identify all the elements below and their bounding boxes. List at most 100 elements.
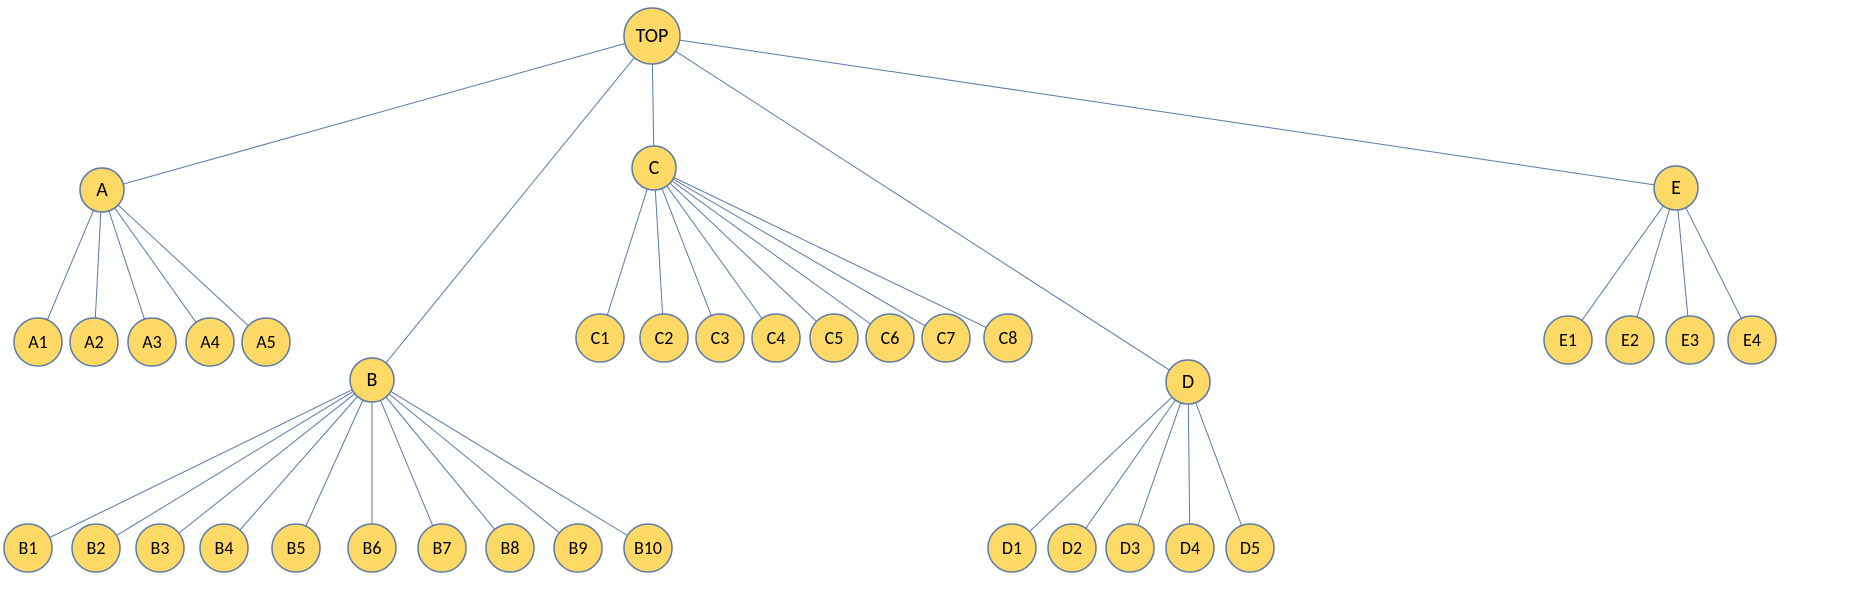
node-B9: B9	[554, 524, 602, 572]
node-label-D2: D2	[1062, 537, 1082, 559]
edge-E-E3	[1678, 210, 1688, 316]
edge-C-C4	[667, 186, 762, 319]
node-C1: C1	[576, 314, 624, 362]
node-TOP: TOP	[624, 8, 680, 64]
edge-C-C8	[674, 178, 987, 328]
edge-A-A5	[118, 205, 248, 326]
node-label-C3: C3	[711, 327, 730, 349]
node-E: E	[1654, 166, 1698, 210]
edge-B-B4	[240, 397, 358, 531]
node-label-B9: B9	[569, 537, 588, 559]
node-D4: D4	[1166, 524, 1214, 572]
node-label-B10: B10	[634, 537, 662, 559]
node-label-C7: C7	[937, 327, 956, 349]
node-C4: C4	[752, 314, 800, 362]
node-B6: B6	[348, 524, 396, 572]
node-B3: B3	[136, 524, 184, 572]
node-B7: B7	[418, 524, 466, 572]
node-B2: B2	[72, 524, 120, 572]
node-C5: C5	[810, 314, 858, 362]
edge-B-B8	[386, 397, 495, 530]
node-label-B8: B8	[501, 537, 520, 559]
node-D5: D5	[1226, 524, 1274, 572]
edge-A-A2	[95, 212, 101, 318]
edge-B-B10	[391, 391, 628, 535]
node-B4: B4	[200, 524, 248, 572]
node-label-C: C	[649, 156, 660, 180]
node-D2: D2	[1048, 524, 1096, 572]
node-label-C2: C2	[655, 327, 674, 349]
edge-D-D2	[1086, 400, 1176, 528]
edge-D-D3	[1138, 403, 1181, 526]
edge-TOP-D	[676, 51, 1170, 370]
node-A: A	[80, 168, 124, 212]
edge-C-C5	[670, 183, 817, 321]
node-D1: D1	[988, 524, 1036, 572]
node-C6: C6	[866, 314, 914, 362]
node-label-D: D	[1182, 370, 1194, 394]
edge-C-C2	[655, 190, 662, 314]
edge-C-C3	[662, 189, 711, 316]
node-label-B: B	[367, 368, 378, 392]
edge-D-D4	[1188, 404, 1189, 524]
node-label-E2: E2	[1621, 329, 1639, 351]
edge-B-B7	[381, 400, 433, 526]
node-B1: B1	[4, 524, 52, 572]
node-label-D3: D3	[1120, 537, 1140, 559]
node-C7: C7	[922, 314, 970, 362]
node-label-E4: E4	[1743, 329, 1761, 351]
node-E2: E2	[1606, 316, 1654, 364]
node-label-C1: C1	[591, 327, 610, 349]
node-C: C	[632, 146, 676, 190]
edges-layer	[47, 40, 1741, 537]
node-label-C4: C4	[767, 327, 786, 349]
node-label-D5: D5	[1240, 537, 1260, 559]
node-label-TOP: TOP	[636, 24, 669, 48]
node-B8: B8	[486, 524, 534, 572]
node-A5: A5	[242, 318, 290, 366]
node-E3: E3	[1666, 316, 1714, 364]
node-label-B5: B5	[287, 537, 306, 559]
node-label-E3: E3	[1681, 329, 1699, 351]
node-C3: C3	[696, 314, 744, 362]
node-E1: E1	[1544, 316, 1592, 364]
edge-B-B9	[389, 394, 559, 533]
node-label-A1: A1	[28, 331, 48, 353]
node-label-A3: A3	[142, 331, 162, 353]
node-A1: A1	[14, 318, 62, 366]
edge-B-B3	[179, 394, 355, 533]
edge-C-C6	[672, 181, 871, 324]
tree-diagram: TOP A B C D E A1 A2 A3 A4 A5 B1 B2 B3 B4 B5 B6 B7 B8 B9 B10 C…	[0, 0, 1852, 595]
edge-TOP-C	[652, 64, 653, 146]
node-C2: C2	[640, 314, 688, 362]
node-label-A2: A2	[84, 331, 104, 353]
node-B5: B5	[272, 524, 320, 572]
node-label-A: A	[96, 178, 108, 202]
nodes-layer: TOP A B C D E A1 A2 A3 A4 A5 B1 B2 B3 B4 B5 B6 B7 B8 B9 B10 C…	[4, 8, 1776, 572]
node-label-E: E	[1671, 176, 1681, 200]
edge-C-C1	[607, 189, 647, 315]
node-label-B3: B3	[151, 537, 170, 559]
edge-D-D5	[1196, 403, 1242, 526]
edge-A-A1	[47, 210, 93, 320]
node-label-E1: E1	[1559, 329, 1577, 351]
node-label-B1: B1	[19, 537, 38, 559]
edge-TOP-A	[123, 44, 625, 185]
node-A2: A2	[70, 318, 118, 366]
node-E4: E4	[1728, 316, 1776, 364]
node-B: B	[350, 358, 394, 402]
node-label-C8: C8	[999, 327, 1018, 349]
edge-D-D1	[1030, 397, 1173, 531]
node-B10: B10	[624, 524, 672, 572]
edge-E-E2	[1637, 209, 1670, 317]
node-label-A4: A4	[200, 331, 220, 353]
node-label-D4: D4	[1180, 537, 1200, 559]
node-label-C5: C5	[825, 327, 844, 349]
edge-A-A3	[109, 211, 145, 319]
edge-B-B2	[117, 391, 354, 535]
node-C8: C8	[984, 314, 1032, 362]
node-label-A5: A5	[256, 331, 276, 353]
node-label-B4: B4	[215, 537, 234, 559]
node-D3: D3	[1106, 524, 1154, 572]
node-A4: A4	[186, 318, 234, 366]
